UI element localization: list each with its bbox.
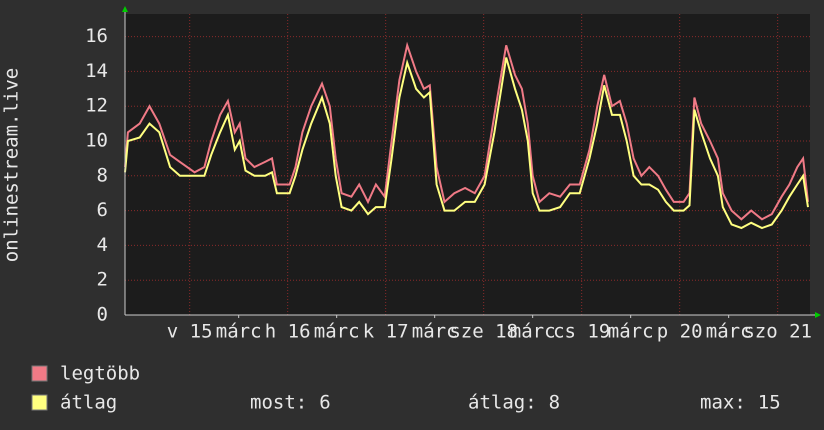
- series-line: [124, 41, 809, 221]
- x-tick-label: p 20: [657, 321, 703, 343]
- y-tick-label: 8: [97, 164, 108, 186]
- plot-area: [125, 14, 810, 315]
- stat-value: 8: [549, 392, 560, 414]
- x-tick-label: szo 21: [743, 321, 812, 343]
- x-tick-label: sze 18: [449, 321, 518, 343]
- stat-value: 15: [758, 392, 781, 414]
- stat-label: átlag:: [468, 392, 537, 414]
- y-tick-label: 2: [97, 269, 108, 291]
- legend: legtöbb átlag most: 6 átlag: 8 max: 15: [31, 363, 781, 414]
- y-tick-label: 6: [97, 199, 108, 221]
- y-tick-label: 12: [85, 95, 108, 117]
- legend-label: legtöbb: [60, 363, 140, 385]
- y-tick-label: 4: [97, 234, 108, 256]
- legend-swatch: [31, 394, 48, 411]
- lines: [124, 41, 809, 230]
- y-tick-label: 0: [97, 304, 108, 326]
- x-arrow: [815, 312, 821, 318]
- stat-label: max:: [700, 392, 746, 414]
- stat-label: most:: [250, 392, 307, 414]
- axes: [122, 6, 821, 318]
- x-tick-label: h 16: [265, 321, 311, 343]
- x-tick-label: cs 19: [553, 321, 610, 343]
- x-tick-label: márc: [412, 321, 458, 343]
- legend-swatch: [31, 365, 48, 382]
- y-tick-label: 10: [85, 130, 108, 152]
- y-arrow: [122, 6, 128, 12]
- series-line: [124, 57, 809, 230]
- legend-label: átlag: [60, 392, 117, 414]
- x-tick-label: márc: [510, 321, 556, 343]
- y-tick-label: 16: [85, 25, 108, 47]
- x-tick-label: márc: [706, 321, 752, 343]
- stat-value: 6: [319, 392, 330, 414]
- x-tick-label: márc: [314, 321, 360, 343]
- x-tick-label: márc: [608, 321, 654, 343]
- y-tick-label: 14: [85, 60, 108, 82]
- y-axis-label: onlinestream.live: [1, 68, 23, 262]
- x-tick-label: márc: [216, 321, 262, 343]
- x-tick-label: k 17: [363, 321, 409, 343]
- x-tick-label: v 15: [167, 321, 213, 343]
